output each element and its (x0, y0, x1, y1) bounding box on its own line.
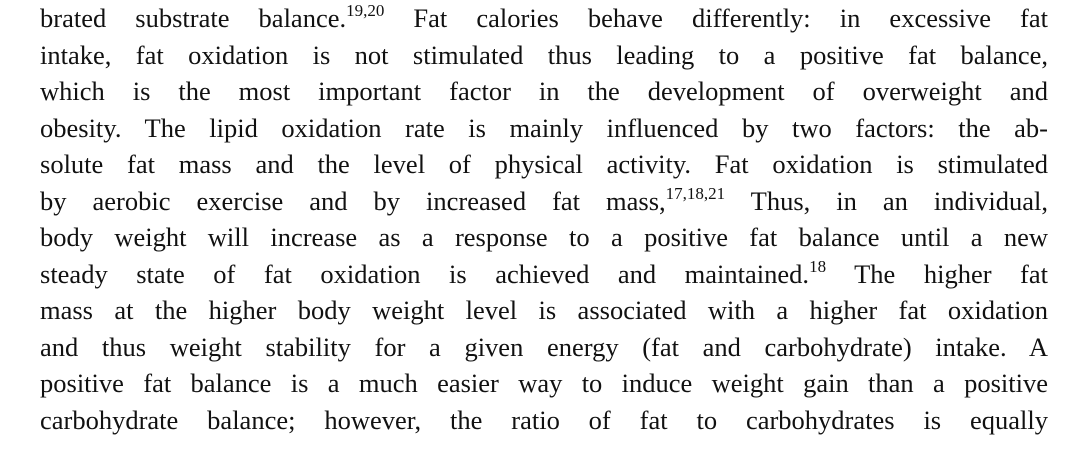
text-run: and thus weight stability for a given en… (40, 331, 1048, 362)
text-run: brated substrate balance. (40, 3, 347, 33)
text-run: steady state of fat oxidation is achieve… (40, 258, 810, 289)
text-run: which is the most important factor in th… (40, 76, 1048, 106)
citation-superscript: 19,20 (346, 1, 385, 20)
text-run: carbohydrate balance; however, the ratio… (40, 404, 1048, 435)
text-line: by aerobic exercise and by increased fat… (40, 183, 1048, 220)
text-run: Thus, in an individual, (725, 185, 1049, 216)
text-line: and thus weight stability for a given en… (40, 329, 1048, 366)
text-line: mass at the higher body weight level is … (40, 292, 1048, 329)
text-run: positive fat balance is a much easier wa… (40, 368, 1048, 398)
text-line: carbohydrate balance; however, the ratio… (40, 402, 1048, 439)
text-line: brated substrate balance.19,20 Fat calor… (40, 0, 1048, 37)
text-line: body weight will increase as a response … (40, 219, 1048, 256)
text-line: which is the most important factor in th… (40, 73, 1048, 110)
text-run: intake, fat oxidation is not stimulated … (40, 39, 1048, 70)
text-run: Fat calories behave differently: in exce… (384, 3, 1048, 33)
text-line: steady state of fat oxidation is achieve… (40, 256, 1048, 293)
text-run: by aerobic exercise and by increased fat… (40, 185, 666, 216)
text-run: obesity. The lipid oxidation rate is mai… (40, 112, 1048, 143)
paragraph: brated substrate balance.19,20 Fat calor… (40, 0, 1048, 438)
text-run: mass at the higher body weight level is … (40, 295, 1048, 325)
text-run: solute fat mass and the level of physica… (40, 149, 1048, 179)
text-line: positive fat balance is a much easier wa… (40, 365, 1048, 402)
text-line: intake, fat oxidation is not stimulated … (40, 37, 1048, 74)
citation-superscript: 18 (809, 256, 827, 276)
text-run: body weight will increase as a response … (40, 222, 1048, 252)
text-line: obesity. The lipid oxidation rate is mai… (40, 110, 1048, 147)
citation-superscript: 17,18,21 (665, 183, 726, 203)
text-run: The higher fat (826, 258, 1049, 289)
text-line: solute fat mass and the level of physica… (40, 146, 1048, 183)
